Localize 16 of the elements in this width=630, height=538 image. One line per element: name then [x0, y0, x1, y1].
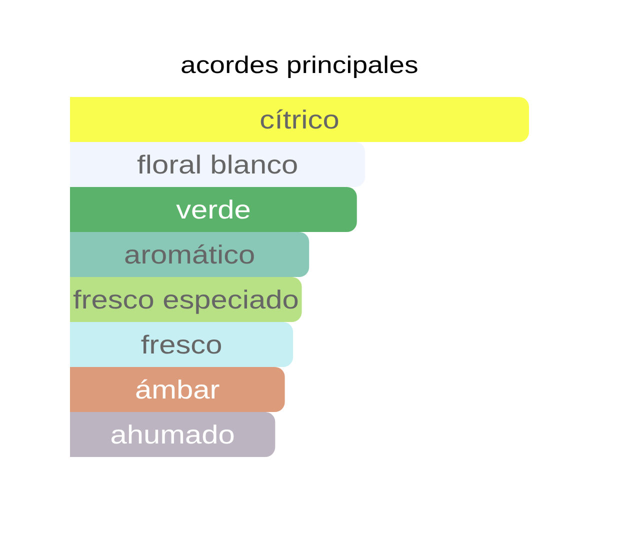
y-tick-label: verde — [176, 195, 251, 224]
y-tick-label: floral blanco — [137, 150, 298, 179]
bar — [70, 322, 294, 367]
bar — [70, 232, 310, 277]
bar — [70, 97, 529, 142]
bar — [70, 367, 285, 412]
y-tick-label: fresco especiado — [72, 285, 299, 314]
y-tick-label: cítrico — [260, 105, 340, 134]
y-tick-label: aromático — [124, 240, 256, 269]
chart-title: acordes principales — [180, 52, 418, 80]
bar — [70, 412, 276, 457]
y-tick-label: ahumado — [110, 420, 235, 449]
bar — [70, 187, 357, 232]
y-tick-label: ámbar — [135, 375, 220, 404]
bar — [70, 142, 366, 187]
y-tick-label: fresco — [140, 330, 222, 359]
